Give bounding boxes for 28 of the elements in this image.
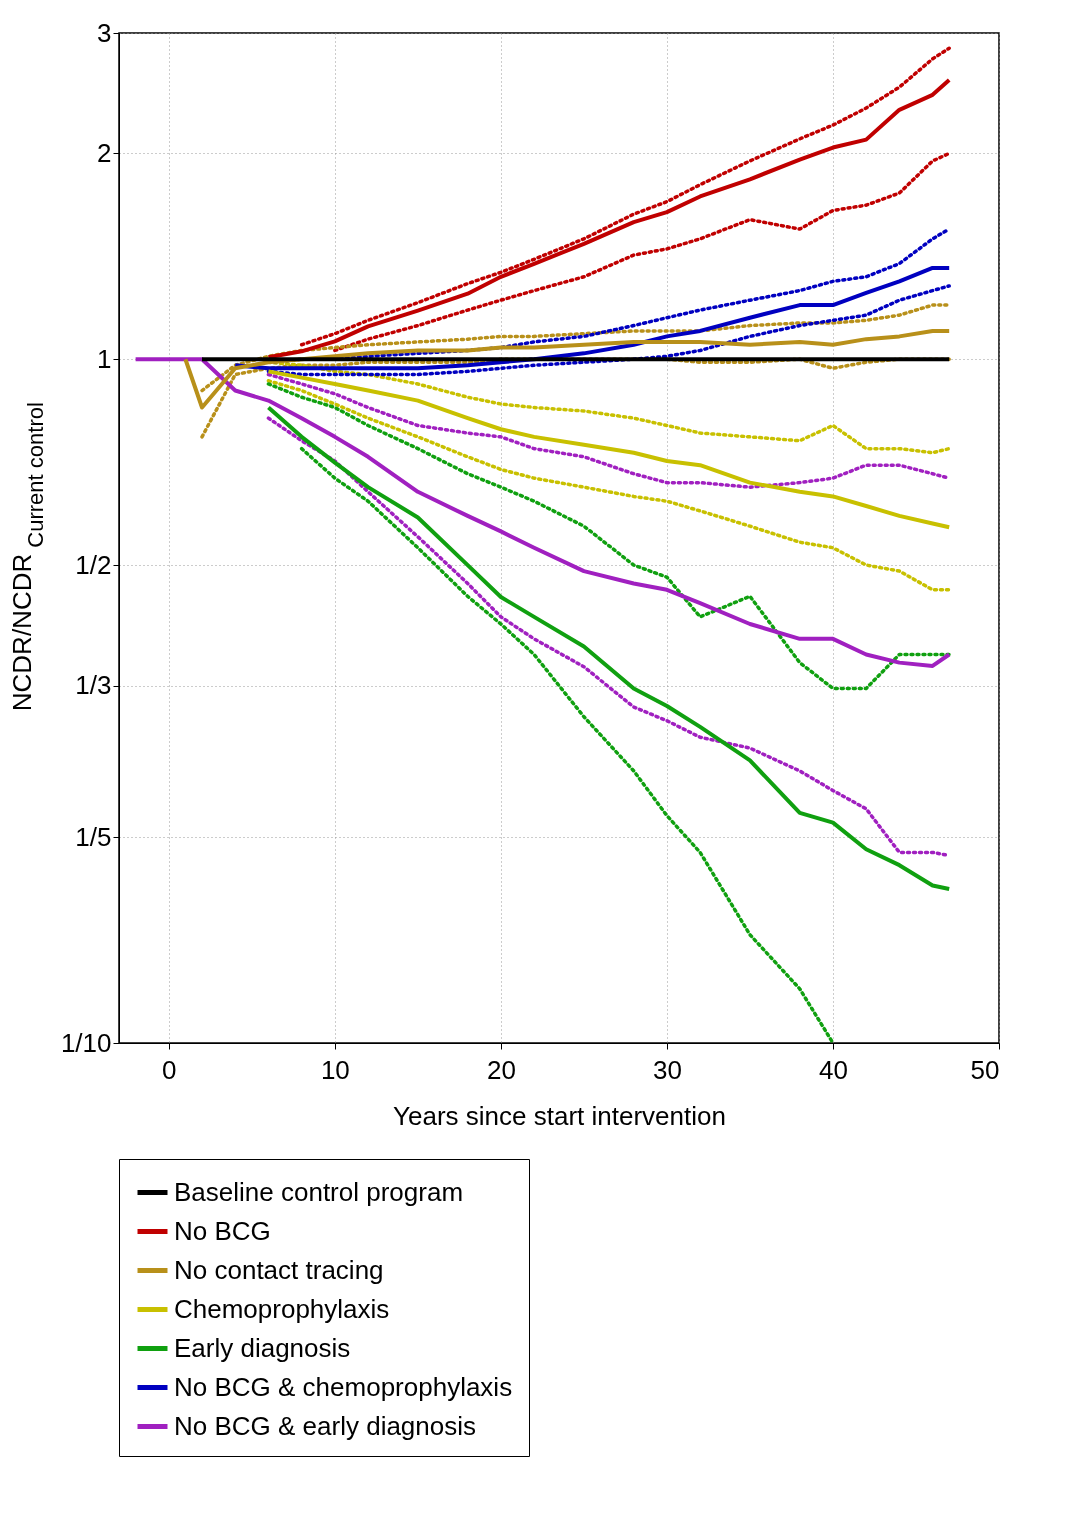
legend-label: No BCG & chemoprophylaxis [174,1371,513,1402]
line-series [333,151,951,353]
legend-label: Early diagnosis [174,1332,351,1363]
line-series [133,357,952,668]
y-tick-label: 1 [97,343,112,374]
line-series [266,369,952,530]
legend-label: No BCG [174,1215,271,1246]
y-tick-label: 1/5 [75,821,112,852]
y-axis-title: NCDR/NCDRCurrent control [7,402,48,712]
x-tick-label: 0 [162,1054,177,1085]
legend-label: No BCG & early diagnosis [174,1410,477,1441]
legend-label: Chemoprophylaxis [174,1293,390,1324]
y-tick-label: 1/10 [60,1027,112,1058]
x-tick-label: 20 [486,1054,516,1085]
y-tick-label: 1/2 [75,549,112,580]
x-tick-label: 30 [652,1054,682,1085]
line-series [299,446,835,1045]
x-axis-title: Years since start intervention [393,1100,726,1131]
line-series [266,379,951,592]
y-tick-label: 3 [97,17,112,48]
legend-label: No contact tracing [174,1254,384,1285]
legend-label: Baseline control program [174,1176,464,1207]
x-tick-label: 50 [970,1054,1000,1085]
y-tick-label: 2 [97,137,112,168]
x-tick-label: 10 [320,1054,350,1085]
x-tick-label: 40 [819,1054,848,1085]
y-tick-label: 1/3 [75,670,112,700]
line-series [266,382,951,691]
